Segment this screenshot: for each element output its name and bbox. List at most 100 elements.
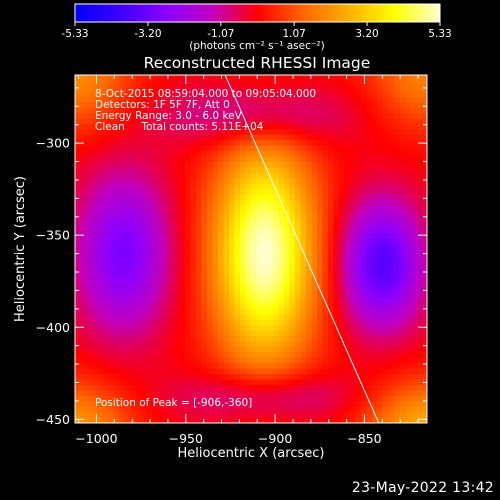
heatmap-pixel bbox=[124, 189, 131, 196]
heatmap-pixel bbox=[256, 107, 263, 114]
heatmap-pixel bbox=[251, 227, 257, 234]
heatmap-pixel bbox=[119, 357, 125, 364]
heatmap-pixel bbox=[157, 85, 164, 92]
heatmap-pixel bbox=[196, 80, 202, 87]
heatmap-pixel bbox=[333, 379, 340, 386]
heatmap-pixel bbox=[245, 406, 252, 413]
heatmap-pixel bbox=[273, 178, 279, 185]
heatmap-pixel bbox=[300, 145, 307, 152]
heatmap-pixel bbox=[223, 401, 230, 408]
heatmap-pixel bbox=[179, 200, 186, 206]
heatmap-pixel bbox=[102, 401, 109, 408]
heatmap-pixel bbox=[251, 363, 257, 370]
heatmap-pixel bbox=[201, 270, 208, 277]
heatmap-pixel bbox=[135, 194, 142, 201]
heatmap-pixel bbox=[97, 401, 103, 408]
heatmap-pixel bbox=[306, 325, 312, 331]
heatmap-pixel bbox=[350, 346, 356, 353]
heatmap-pixel bbox=[377, 238, 384, 244]
heatmap-pixel bbox=[113, 200, 120, 206]
heatmap-pixel bbox=[119, 118, 125, 125]
heatmap-pixel bbox=[124, 145, 131, 152]
heatmap-pixel bbox=[179, 259, 186, 266]
heatmap-pixel bbox=[262, 151, 268, 157]
heatmap-pixel bbox=[174, 113, 180, 119]
heatmap-pixel bbox=[80, 123, 87, 130]
heatmap-pixel bbox=[212, 113, 219, 119]
heatmap-pixel bbox=[388, 254, 395, 261]
heatmap-pixel bbox=[218, 123, 224, 130]
heatmap-pixel bbox=[372, 216, 378, 223]
heatmap-pixel bbox=[102, 238, 109, 244]
heatmap-pixel bbox=[168, 265, 175, 272]
heatmap-pixel bbox=[102, 374, 109, 380]
heatmap-pixel bbox=[328, 384, 334, 391]
heatmap-pixel bbox=[174, 308, 180, 315]
heatmap-pixel bbox=[168, 183, 175, 190]
heatmap-pixel bbox=[273, 249, 279, 255]
heatmap-pixel bbox=[267, 96, 274, 103]
heatmap-pixel bbox=[416, 243, 422, 250]
heatmap-pixel bbox=[179, 134, 186, 141]
heatmap-pixel bbox=[289, 178, 296, 185]
heatmap-pixel bbox=[135, 156, 142, 163]
heatmap-pixel bbox=[256, 80, 263, 87]
heatmap-pixel bbox=[333, 200, 340, 206]
heatmap-pixel bbox=[328, 156, 334, 163]
heatmap-pixel bbox=[295, 379, 301, 386]
heatmap-pixel bbox=[245, 96, 252, 103]
heatmap-pixel bbox=[185, 178, 191, 185]
heatmap-pixel bbox=[311, 118, 318, 125]
heatmap-pixel bbox=[141, 178, 147, 185]
heatmap-pixel bbox=[388, 406, 395, 413]
heatmap-pixel bbox=[201, 303, 208, 310]
heatmap-pixel bbox=[97, 162, 103, 168]
heatmap-pixel bbox=[152, 113, 158, 119]
heatmap-pixel bbox=[372, 379, 378, 386]
heatmap-pixel bbox=[201, 145, 208, 152]
heatmap-pixel bbox=[113, 129, 120, 136]
heatmap-pixel bbox=[223, 205, 230, 212]
heatmap-pixel bbox=[361, 292, 367, 299]
heatmap-pixel bbox=[372, 281, 378, 288]
heatmap-pixel bbox=[350, 336, 356, 342]
heatmap-pixel bbox=[240, 352, 246, 359]
heatmap-pixel bbox=[333, 374, 340, 380]
heatmap-pixel bbox=[130, 232, 136, 239]
heatmap-pixel bbox=[339, 118, 345, 125]
heatmap-pixel bbox=[366, 325, 373, 331]
heatmap-pixel bbox=[355, 129, 362, 136]
heatmap-pixel bbox=[119, 134, 125, 141]
heatmap-pixel bbox=[97, 194, 103, 201]
heatmap-pixel bbox=[130, 162, 136, 168]
heatmap-pixel bbox=[388, 276, 395, 283]
colorbar-unit-label: (photons cm⁻² s⁻¹ asec⁻²) bbox=[189, 40, 324, 52]
heatmap-pixel bbox=[399, 379, 406, 386]
heatmap-pixel bbox=[251, 319, 257, 326]
heatmap-pixel bbox=[328, 292, 334, 299]
heatmap-pixel bbox=[410, 363, 417, 370]
heatmap-pixel bbox=[218, 287, 224, 293]
heatmap-pixel bbox=[410, 276, 417, 283]
heatmap-pixel bbox=[102, 107, 109, 114]
heatmap-pixel bbox=[339, 102, 345, 109]
heatmap-pixel bbox=[152, 270, 158, 277]
heatmap-pixel bbox=[344, 140, 351, 147]
heatmap-pixel bbox=[317, 107, 323, 114]
heatmap-pixel bbox=[130, 357, 136, 364]
heatmap-pixel bbox=[152, 123, 158, 130]
heatmap-pixel bbox=[311, 379, 318, 386]
heatmap-pixel bbox=[317, 314, 323, 321]
heatmap-pixel bbox=[300, 227, 307, 234]
heatmap-pixel bbox=[86, 330, 92, 337]
y-tick-label: −400 bbox=[36, 320, 70, 335]
heatmap-pixel bbox=[284, 330, 290, 337]
heatmap-pixel bbox=[416, 374, 422, 380]
heatmap-pixel bbox=[284, 265, 290, 272]
heatmap-pixel bbox=[234, 221, 241, 228]
heatmap-pixel bbox=[372, 270, 378, 277]
heatmap-pixel bbox=[91, 303, 98, 310]
heatmap-pixel bbox=[174, 319, 180, 326]
heatmap-pixel bbox=[295, 395, 301, 402]
heatmap-pixel bbox=[300, 210, 307, 217]
